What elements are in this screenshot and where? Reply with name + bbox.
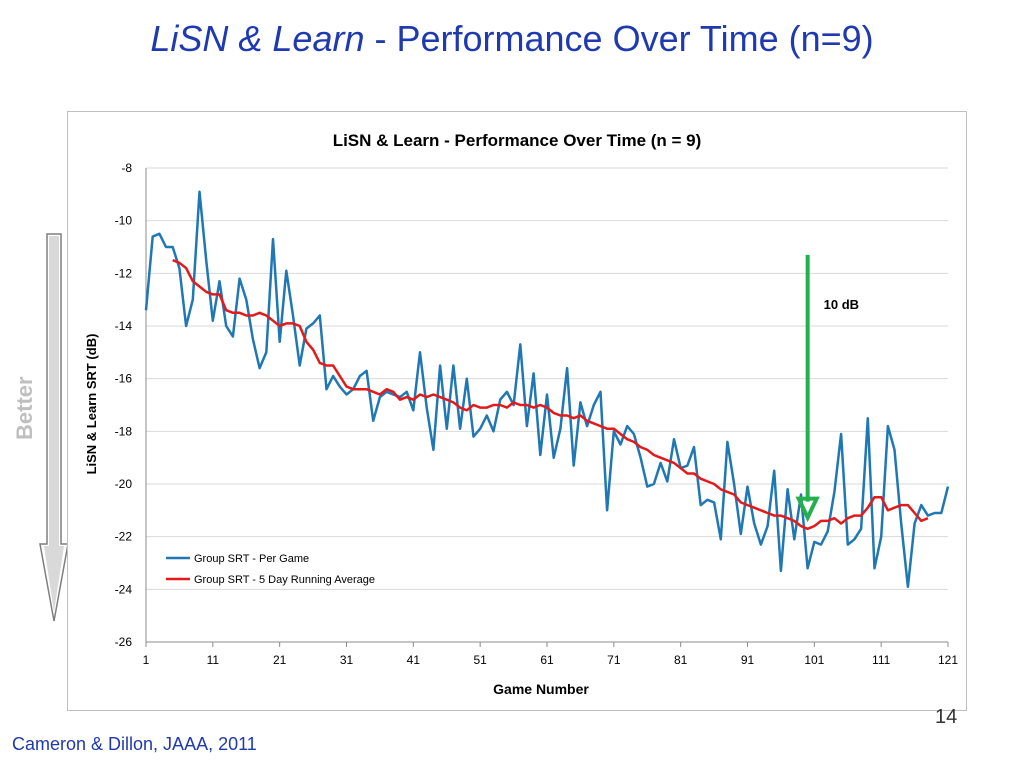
x-tick-label: 11 (207, 653, 220, 667)
x-tick-label: 71 (607, 653, 621, 667)
x-axis-label: Game Number (493, 681, 589, 697)
legend-label-per-game: Group SRT - Per Game (194, 553, 309, 565)
y-tick-label: -12 (115, 266, 133, 280)
citation: Cameron & Dillon, JAAA, 2011 (12, 734, 257, 754)
x-tick-label: 101 (804, 653, 824, 667)
chart-legend: Group SRT - Per Game Group SRT - 5 Day R… (166, 553, 375, 586)
x-tick-label: 51 (473, 653, 487, 667)
y-tick-label: -8 (121, 161, 132, 175)
y-tick-label: -10 (115, 214, 133, 228)
x-tick-label: 61 (540, 653, 554, 667)
y-tick-label: -20 (115, 477, 133, 491)
page-number: 14 (935, 706, 958, 728)
series-layer (144, 190, 950, 588)
x-tick-label: 31 (340, 653, 354, 667)
x-axis-ticks: 1 11 21 31 41 51 61 71 81 91 101 111 121 (143, 642, 958, 667)
x-tick-label: 81 (674, 653, 688, 667)
line-chart: LiSN & Learn - Performance Over Time (n … (84, 131, 958, 697)
y-axis-label: LiSN & Learn SRT (dB) (84, 334, 99, 475)
y-tick-label: -18 (115, 424, 133, 438)
better-arrow-icon (39, 233, 69, 622)
x-tick-label: 41 (407, 653, 421, 667)
chart-frame: LiSN & Learn - Performance Over Time (n … (67, 111, 967, 711)
series-line-running-average (172, 259, 929, 531)
slide-title-italic: LiSN & Learn (150, 18, 365, 59)
annotation-layer: 10 dB (795, 254, 859, 523)
y-tick-label: -26 (115, 635, 133, 649)
y-axis-ticks: -8 -10 -12 -14 -16 -18 -20 -22 -24 -26 (115, 161, 133, 649)
x-tick-label: 121 (938, 653, 958, 667)
y-tick-label: -14 (115, 319, 133, 333)
better-label: Better (12, 376, 37, 440)
x-tick-label: 111 (872, 653, 891, 667)
annotation-label: 10 dB (824, 297, 859, 312)
x-tick-label: 91 (741, 653, 755, 667)
x-tick-label: 1 (143, 653, 150, 667)
y-tick-label: -22 (115, 530, 133, 544)
legend-label-running-average: Group SRT - 5 Day Running Average (194, 574, 375, 586)
series-line-per-game (144, 190, 950, 588)
slide-title-rest: - Performance Over Time (n=9) (364, 18, 874, 59)
x-tick-label: 21 (273, 653, 287, 667)
y-tick-label: -24 (115, 582, 133, 596)
slide-title: LiSN & Learn - Performance Over Time (n=… (0, 18, 1024, 60)
annotation-arrow-head-icon (795, 496, 820, 523)
y-tick-label: -16 (115, 372, 133, 386)
chart-title: LiSN & Learn - Performance Over Time (n … (333, 131, 702, 150)
